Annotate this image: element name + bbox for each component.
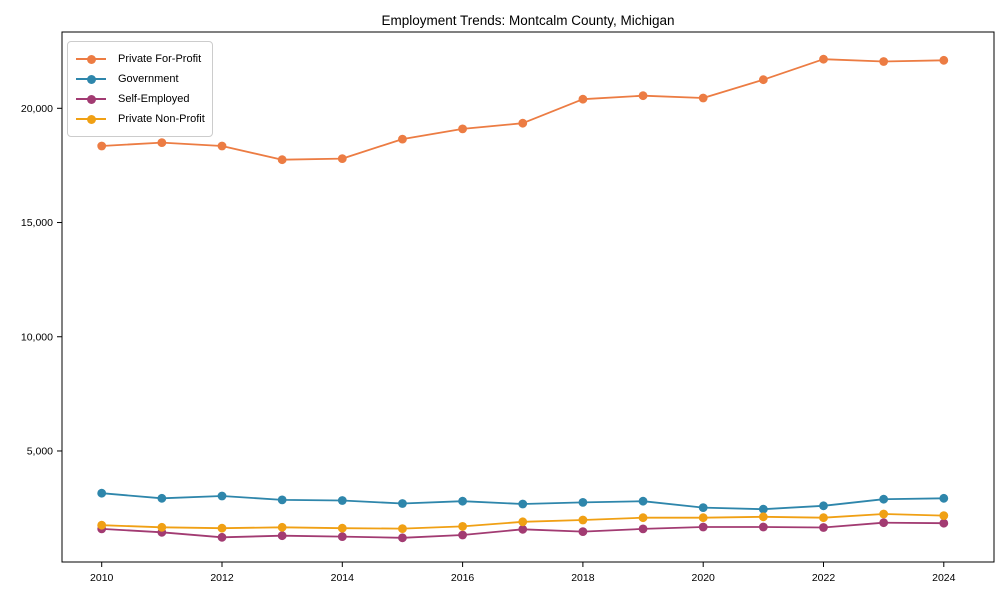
data-point-private-non-profit [458, 522, 467, 531]
data-point-government [518, 499, 528, 509]
data-point-self-employed [217, 532, 227, 542]
data-point-government [217, 491, 227, 501]
data-point-private-for-profit [638, 91, 648, 101]
data-point-private-non-profit [157, 522, 167, 532]
data-point-government [97, 488, 107, 498]
data-point-private-for-profit [97, 141, 107, 151]
x-tick-label: 2014 [331, 572, 355, 584]
data-point-government [398, 499, 407, 508]
data-point-private-non-profit [939, 511, 949, 520]
data-point-private-for-profit [698, 93, 708, 103]
data-point-government [337, 496, 347, 505]
data-point-government [277, 495, 287, 505]
line-marker-icon [76, 54, 106, 64]
data-point-private-non-profit [217, 523, 227, 533]
data-point-self-employed [638, 524, 648, 534]
legend-label: Self-Employed [118, 93, 190, 105]
legend-item-private-non-profit: Private Non-Profit [76, 109, 205, 129]
data-point-self-employed [398, 533, 407, 543]
data-point-self-employed [578, 527, 588, 536]
data-point-private-for-profit [819, 54, 828, 64]
data-point-government [819, 501, 828, 511]
data-point-self-employed [277, 531, 287, 541]
data-point-private-non-profit [578, 515, 588, 525]
data-point-private-non-profit [819, 513, 828, 523]
x-tick-label: 2012 [210, 572, 234, 584]
y-tick-label: 10,000 [21, 331, 53, 343]
data-point-self-employed [458, 530, 467, 540]
data-point-self-employed [819, 523, 828, 532]
data-point-private-for-profit [458, 124, 467, 134]
line-marker-icon [76, 94, 106, 104]
data-point-self-employed [758, 522, 768, 532]
data-point-private-non-profit [97, 520, 107, 530]
data-point-private-non-profit [518, 517, 528, 527]
data-point-self-employed [879, 518, 889, 528]
x-tick-label: 2024 [932, 572, 956, 584]
data-point-government [939, 493, 949, 503]
data-point-government [879, 494, 889, 504]
data-point-government [458, 496, 467, 506]
data-point-private-for-profit [157, 138, 167, 148]
plot-frame [61, 31, 995, 563]
data-point-private-for-profit [217, 141, 227, 151]
data-point-private-for-profit [398, 134, 407, 144]
x-tick-label: 2018 [571, 572, 595, 584]
data-point-government [578, 498, 588, 507]
y-tick-label: 5,000 [27, 445, 53, 457]
data-point-private-non-profit [879, 509, 889, 519]
data-point-self-employed [337, 532, 347, 541]
data-point-government [638, 496, 648, 506]
data-point-government [157, 493, 167, 503]
data-point-government [758, 504, 768, 514]
data-point-private-non-profit [337, 523, 347, 533]
data-point-private-non-profit [698, 513, 708, 523]
legend-label: Private For-Profit [118, 53, 202, 65]
legend-item-self-employed: Self-Employed [76, 89, 204, 109]
legend-item-government: Government [76, 69, 204, 89]
x-tick-label: 2020 [692, 572, 716, 584]
data-point-private-for-profit [578, 94, 588, 104]
data-point-private-for-profit [518, 118, 528, 128]
data-point-private-for-profit [277, 155, 287, 165]
x-tick-label: 2022 [812, 572, 836, 584]
data-point-private-non-profit [638, 513, 648, 523]
data-point-private-for-profit [939, 55, 949, 65]
y-tick-label: 15,000 [21, 217, 53, 229]
data-point-private-for-profit [758, 75, 768, 85]
x-tick-label: 2016 [451, 572, 475, 584]
data-point-private-non-profit [398, 524, 407, 533]
data-point-self-employed [698, 522, 708, 532]
line-marker-icon [76, 74, 106, 84]
data-point-private-non-profit [758, 512, 768, 522]
y-tick-label: 20,000 [21, 103, 53, 115]
legend-label: Private Non-Profit [118, 113, 205, 125]
legend-item-private-for-profit: Private For-Profit [76, 49, 204, 69]
legend-label: Government [118, 73, 179, 85]
line-marker-icon [76, 114, 106, 124]
legend: Private For-Profit Government Self-Emplo… [67, 41, 213, 137]
data-point-private-for-profit [337, 154, 347, 164]
series-line-private-for-profit [101, 58, 944, 161]
chart-title: Employment Trends: Montcalm County, Mich… [381, 13, 675, 28]
data-point-self-employed [939, 518, 949, 528]
x-tick-label: 2010 [90, 572, 114, 584]
data-point-private-for-profit [879, 57, 889, 66]
data-point-self-employed [518, 524, 528, 534]
data-point-private-non-profit [277, 522, 287, 532]
data-point-government [698, 503, 708, 512]
